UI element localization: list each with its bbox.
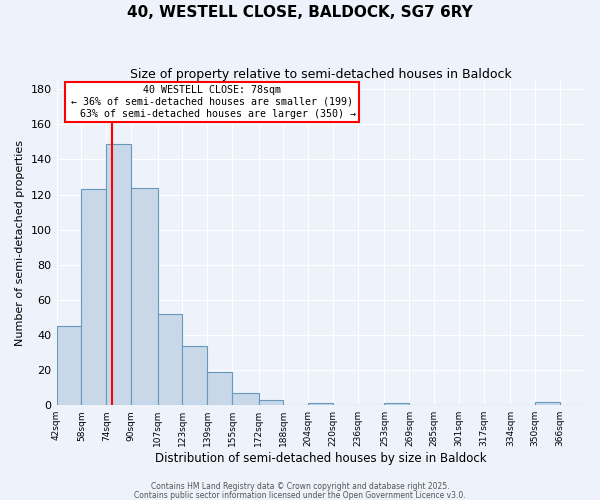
Bar — [232, 393, 259, 405]
Bar — [259, 400, 283, 405]
Bar — [208, 372, 232, 405]
Text: 40, WESTELL CLOSE, BALDOCK, SG7 6RY: 40, WESTELL CLOSE, BALDOCK, SG7 6RY — [127, 5, 473, 20]
Text: Contains HM Land Registry data © Crown copyright and database right 2025.: Contains HM Land Registry data © Crown c… — [151, 482, 449, 491]
Bar — [131, 188, 158, 405]
Bar — [308, 404, 333, 405]
Title: Size of property relative to semi-detached houses in Baldock: Size of property relative to semi-detach… — [130, 68, 512, 80]
X-axis label: Distribution of semi-detached houses by size in Baldock: Distribution of semi-detached houses by … — [155, 452, 487, 465]
Text: 40 WESTELL CLOSE: 78sqm  
← 36% of semi-detached houses are smaller (199)
  63% : 40 WESTELL CLOSE: 78sqm ← 36% of semi-de… — [68, 86, 356, 118]
Bar — [535, 402, 560, 405]
Bar — [182, 346, 208, 405]
Bar — [158, 314, 182, 405]
Bar — [385, 404, 409, 405]
Text: Contains public sector information licensed under the Open Government Licence v3: Contains public sector information licen… — [134, 490, 466, 500]
Bar — [56, 326, 82, 405]
Bar — [82, 190, 106, 405]
Bar — [106, 144, 131, 405]
Y-axis label: Number of semi-detached properties: Number of semi-detached properties — [15, 140, 25, 346]
